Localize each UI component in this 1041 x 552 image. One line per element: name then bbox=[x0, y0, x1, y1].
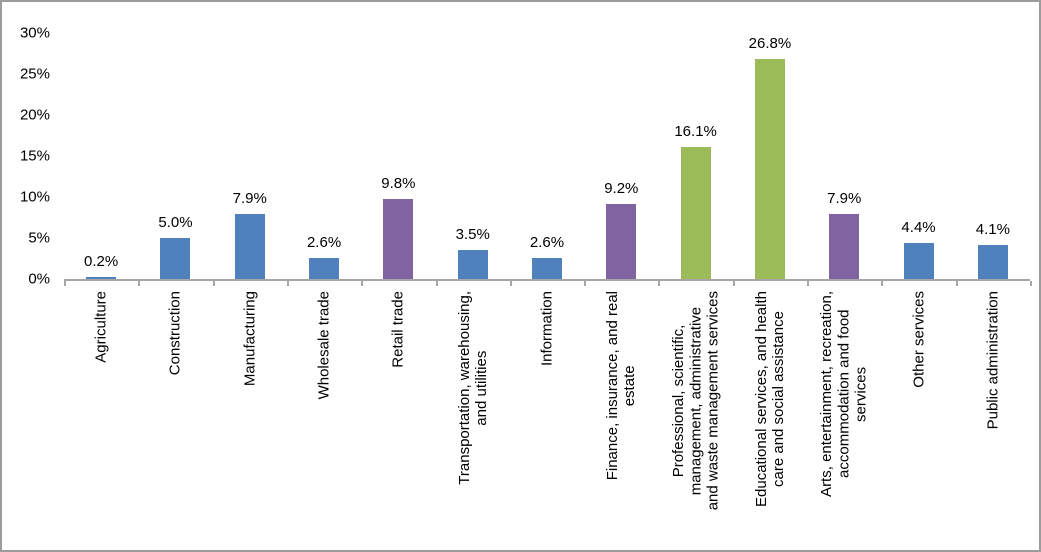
x-axis-tick bbox=[64, 281, 66, 286]
x-axis-category-label: Arts, entertainment, recreation, accommo… bbox=[818, 291, 870, 497]
bar-9 bbox=[680, 146, 711, 279]
x-axis-labels: Agriculture Construction Manufacturing Whol… bbox=[64, 291, 1030, 546]
bar-value-label: 2.6% bbox=[529, 233, 565, 251]
x-axis-category-label: Agriculture bbox=[92, 291, 110, 363]
x-axis-tick bbox=[509, 281, 512, 286]
y-axis: 30% 25% 20% 15% 10% 5% 0% bbox=[2, 25, 50, 288]
bar-5 bbox=[383, 198, 414, 279]
x-axis-category-label: Professional, scientific, management, ad… bbox=[669, 291, 722, 511]
bar-1 bbox=[86, 277, 117, 279]
bar-11 bbox=[829, 214, 860, 279]
x-axis-tick bbox=[286, 281, 289, 286]
bar-value-label: 4.4% bbox=[901, 218, 936, 236]
bar-13 bbox=[977, 245, 1008, 279]
bar-value-label: 2.6% bbox=[306, 233, 342, 251]
plot-area: 0.2% 5.0% 7.9% 2.6% 9.8% 3.5% 2.6% 9.2% 16.1% 26.… bbox=[64, 33, 1032, 286]
x-axis-tick bbox=[1030, 281, 1032, 286]
x-axis-tick bbox=[212, 281, 215, 286]
x-axis-tick bbox=[658, 281, 661, 286]
bar-3 bbox=[234, 214, 265, 279]
bar-4 bbox=[309, 257, 340, 279]
x-axis-category-label: Educational services, and health care an… bbox=[752, 291, 787, 507]
bar-2 bbox=[160, 238, 191, 279]
y-axis-tick-label: 10% bbox=[19, 188, 50, 206]
x-axis-tick bbox=[955, 281, 958, 286]
x-axis-category-label: Transportation, warehousing, and utiliti… bbox=[455, 291, 490, 485]
x-axis-category-label: Finance, insurance, and real estate bbox=[604, 291, 639, 481]
x-axis-tick bbox=[584, 281, 587, 286]
bar-value-label: 5.0% bbox=[158, 214, 193, 231]
bar-7 bbox=[532, 257, 562, 279]
bar-value-label: 16.1% bbox=[674, 122, 717, 140]
x-axis-category-label: Construction bbox=[166, 291, 184, 376]
bar-value-label: 0.2% bbox=[84, 253, 119, 271]
bar-12 bbox=[903, 242, 934, 279]
bar-8 bbox=[606, 203, 637, 279]
x-axis-tick bbox=[807, 281, 810, 286]
x-axis-category-label: Other services bbox=[909, 291, 927, 388]
x-axis-category-label: Manufacturing bbox=[241, 291, 259, 387]
bar-value-label: 26.8% bbox=[748, 35, 792, 53]
x-axis-tick bbox=[361, 281, 364, 286]
bar-value-label: 7.9% bbox=[232, 190, 267, 208]
x-axis-tick bbox=[435, 281, 438, 286]
bar-value-label: 9.8% bbox=[381, 174, 416, 192]
bar-value-label: 9.2% bbox=[604, 179, 639, 197]
x-axis-tick bbox=[881, 281, 884, 286]
x-axis-category-label: Information bbox=[538, 291, 556, 367]
x-axis-tick bbox=[732, 281, 735, 286]
bar-10 bbox=[754, 59, 785, 279]
y-axis-tick-label: 25% bbox=[19, 65, 50, 83]
y-axis-tick-label: 5% bbox=[28, 229, 50, 247]
bar-value-label: 7.9% bbox=[827, 190, 862, 208]
bar-6 bbox=[457, 250, 488, 279]
x-axis-category-label: Retail trade bbox=[389, 291, 407, 368]
x-axis-category-label: Wholesale trade bbox=[315, 291, 333, 400]
y-axis-tick-label: 20% bbox=[19, 106, 50, 124]
x-axis-tick bbox=[138, 281, 141, 286]
bar-value-label: 4.1% bbox=[975, 221, 1010, 239]
x-axis-category-label: Public administration bbox=[984, 291, 1002, 430]
y-axis-tick-label: 30% bbox=[19, 24, 50, 42]
y-axis-tick-label: 15% bbox=[19, 147, 50, 165]
y-axis-tick-label: 0% bbox=[28, 270, 50, 288]
bar-value-label: 3.5% bbox=[455, 226, 490, 244]
